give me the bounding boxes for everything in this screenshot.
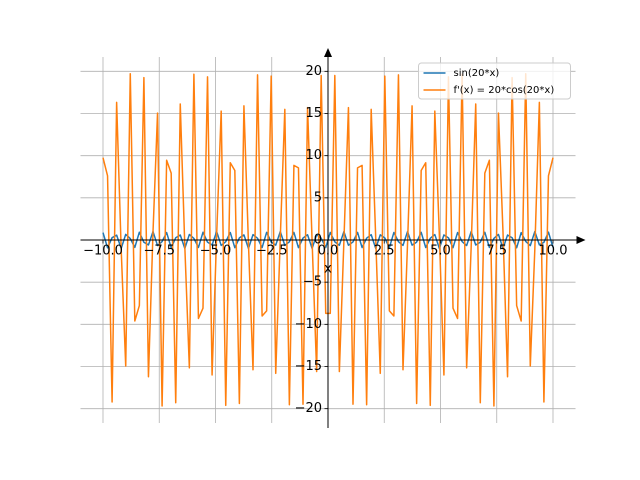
legend-label: sin(20*x) xyxy=(454,68,500,79)
y-tick-label: −10 xyxy=(295,317,322,332)
x-tick-label: 5.0 xyxy=(430,244,451,259)
y-tick-label: 10 xyxy=(305,148,322,163)
axes: −10.0 −7.5 −5.0 −2.5 0.0 2.5 5.0 7.5 10.0−20−15−… xyxy=(80,48,586,428)
y-tick-label: 5 xyxy=(314,190,322,205)
x-tick-label: −2.5 xyxy=(256,244,288,259)
x-tick-label: 10.0 xyxy=(539,244,568,259)
y-tick-label: −20 xyxy=(295,401,322,416)
x-tick-label: −10.0 xyxy=(83,244,123,259)
x-tick-label: −7.5 xyxy=(143,244,175,259)
legend-box xyxy=(418,62,571,100)
y-tick-label: −15 xyxy=(295,359,322,374)
y-tick-label: 15 xyxy=(305,106,322,121)
y-tick-label: 20 xyxy=(305,64,322,79)
x-tick-label: −5.0 xyxy=(200,244,232,259)
legend-label: f'(x) = 20*cos(20*x) xyxy=(454,85,555,96)
x-tick-label: 7.5 xyxy=(486,244,507,259)
x-axis-arrow xyxy=(576,236,586,244)
legend: sin(20*x) f'(x) = 20*cos(20*x) xyxy=(418,62,571,100)
x-tick-label: 2.5 xyxy=(374,244,395,259)
y-axis-arrow xyxy=(324,48,332,57)
x-axis-label: x xyxy=(324,262,332,277)
y-tick-label: −5 xyxy=(303,275,322,290)
